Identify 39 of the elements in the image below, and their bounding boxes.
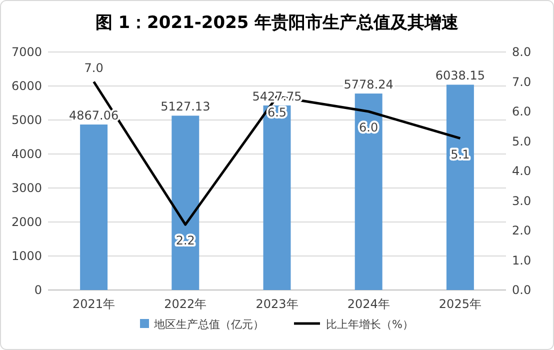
- x-tick-label: 2024年: [347, 297, 390, 311]
- y-tick-label: 1000: [11, 249, 42, 263]
- y-tick-label: 2000: [11, 215, 42, 229]
- data-label: 6.5: [267, 106, 287, 120]
- chart-title: 图 1：2021-2025 年贵阳市生产总值及其增速: [95, 13, 459, 33]
- y2-tick-label: 3.0: [512, 194, 532, 208]
- y2-tick-label: 8.0: [512, 45, 532, 59]
- y2-tick-label: 2.0: [512, 224, 532, 238]
- data-label: 6038.15: [435, 68, 486, 83]
- x-tick-label: 2021年: [72, 297, 116, 311]
- bar: [354, 94, 382, 290]
- data-label: 5427.75: [252, 89, 302, 104]
- data-label: 5778.24: [344, 78, 394, 92]
- y-tick-label: 0: [34, 283, 42, 297]
- bar: [446, 84, 474, 290]
- x-tick-label: 2025年: [438, 297, 482, 311]
- y-tick-label: 4000: [11, 147, 42, 161]
- data-label: 5127.13: [160, 100, 210, 114]
- y2-tick-label: 0.0: [512, 283, 532, 297]
- bar: [263, 105, 291, 290]
- y2-tick-label: 7.0: [512, 74, 532, 89]
- y-tick-label: 6000: [11, 79, 42, 93]
- y-tick-label: 5000: [11, 113, 42, 127]
- x-tick-label: 2023年: [256, 297, 298, 311]
- y-tick-label: 7000: [11, 45, 42, 59]
- y2-tick-label: 5.0: [512, 134, 532, 148]
- y2-tick-label: 6.0: [512, 104, 532, 118]
- bar: [80, 124, 108, 290]
- data-label: 2.2: [176, 234, 195, 248]
- data-label: 5.1: [450, 147, 470, 162]
- y2-tick-label: 1.0: [512, 253, 532, 268]
- legend-label: 地区生产总值（亿元）: [153, 318, 264, 331]
- bar: [172, 116, 200, 290]
- legend-label: 比上年增长（%）: [326, 318, 414, 331]
- y2-tick-label: 4.0: [512, 164, 532, 178]
- data-label: 6.0: [359, 120, 378, 134]
- y-tick-label: 3000: [11, 181, 42, 195]
- data-label: 7.0: [84, 60, 104, 75]
- x-tick-label: 2022年: [164, 297, 207, 311]
